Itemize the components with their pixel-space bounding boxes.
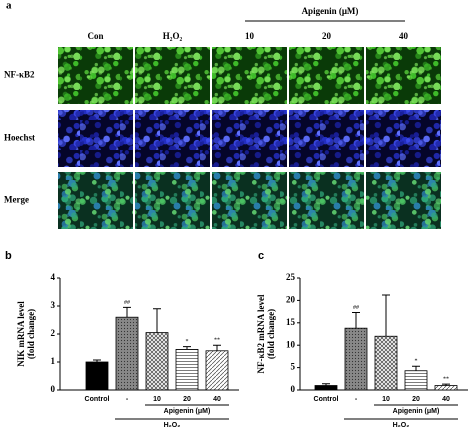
significance-label: * — [186, 339, 189, 345]
x-tick-label: 40 — [442, 396, 450, 403]
micrograph — [289, 110, 364, 167]
bar — [175, 348, 199, 391]
significance-label: ## — [124, 300, 130, 306]
y-tick-label: 15 — [286, 317, 296, 327]
row-label: Merge — [4, 195, 29, 205]
column-label: 10 — [245, 31, 255, 41]
y-axis-label: (fold change) — [266, 309, 276, 359]
panel-label: c — [258, 250, 264, 262]
error-bar — [442, 383, 450, 386]
column-label: 40 — [399, 31, 409, 41]
group-label: H₂O₂ — [393, 422, 410, 428]
panel-label: a — [6, 0, 12, 12]
micrograph — [58, 172, 133, 229]
error-bar — [93, 359, 101, 362]
bar — [145, 332, 169, 391]
y-tick-label: 10 — [286, 339, 296, 349]
bar — [374, 335, 398, 391]
y-tick-label: 3 — [51, 300, 56, 310]
micrograph — [366, 110, 441, 167]
x-tick-label: 40 — [213, 396, 221, 403]
y-tick-label: 25 — [286, 272, 296, 282]
y-tick-label: 0 — [291, 384, 296, 394]
significance-label: ## — [353, 305, 359, 311]
bar — [115, 316, 139, 391]
column-label: H₂O₂ — [163, 31, 183, 41]
x-tick-label: 20 — [412, 396, 420, 403]
x-tick-label: - — [355, 396, 358, 403]
treatment-label: Apigenin (μM) — [302, 6, 359, 16]
error-bar — [352, 311, 360, 329]
error-bar — [382, 294, 390, 337]
error-bar — [153, 308, 161, 333]
row-label: Hoechst — [4, 133, 35, 143]
micrograph — [135, 47, 210, 104]
significance-label: * — [415, 359, 418, 365]
bar — [314, 385, 338, 391]
error-bar — [123, 306, 131, 318]
bar — [85, 361, 109, 391]
bar — [434, 385, 458, 391]
error-bar — [412, 365, 420, 371]
bar — [344, 327, 368, 391]
x-tick-label: 10 — [153, 396, 161, 403]
significance-label: ** — [443, 377, 449, 383]
error-bar — [213, 344, 221, 351]
x-tick-label: - — [126, 396, 129, 403]
column-label: Con — [87, 31, 103, 41]
y-tick-label: 20 — [286, 294, 296, 304]
error-bar — [322, 383, 330, 386]
y-tick-label: 0 — [51, 384, 56, 394]
error-bar — [183, 346, 191, 350]
y-tick-label: 2 — [51, 328, 56, 338]
x-tick-label: Control — [85, 396, 110, 403]
panel-label: b — [5, 250, 12, 262]
micrograph — [212, 110, 287, 167]
micrograph — [135, 172, 210, 229]
group-label: H₂O₂ — [164, 422, 181, 428]
bar — [205, 350, 229, 391]
y-axis-label: NIK mRNA level — [16, 301, 26, 367]
micrograph — [135, 110, 210, 167]
y-tick-label: 4 — [51, 272, 56, 282]
row-label: NF-κB2 — [4, 70, 35, 80]
micrograph — [366, 47, 441, 104]
micrograph — [58, 110, 133, 167]
x-tick-label: 10 — [382, 396, 390, 403]
y-axis-label: NF-κB2 mRNA level — [256, 294, 266, 373]
bar — [404, 370, 428, 391]
micrograph — [289, 47, 364, 104]
group-label: Apigenin (μM) — [164, 408, 211, 415]
x-tick-label: Control — [314, 396, 339, 403]
micrograph — [289, 172, 364, 229]
column-label: 20 — [322, 31, 332, 41]
micrograph — [212, 47, 287, 104]
y-tick-label: 5 — [291, 362, 296, 372]
significance-label: ** — [214, 338, 220, 344]
micrograph — [58, 47, 133, 104]
group-label: Apigenin (μM) — [393, 408, 440, 415]
micrograph — [366, 172, 441, 229]
x-tick-label: 20 — [183, 396, 191, 403]
micrograph — [212, 172, 287, 229]
y-tick-label: 1 — [51, 356, 56, 366]
y-axis-label: (fold change) — [26, 309, 36, 359]
